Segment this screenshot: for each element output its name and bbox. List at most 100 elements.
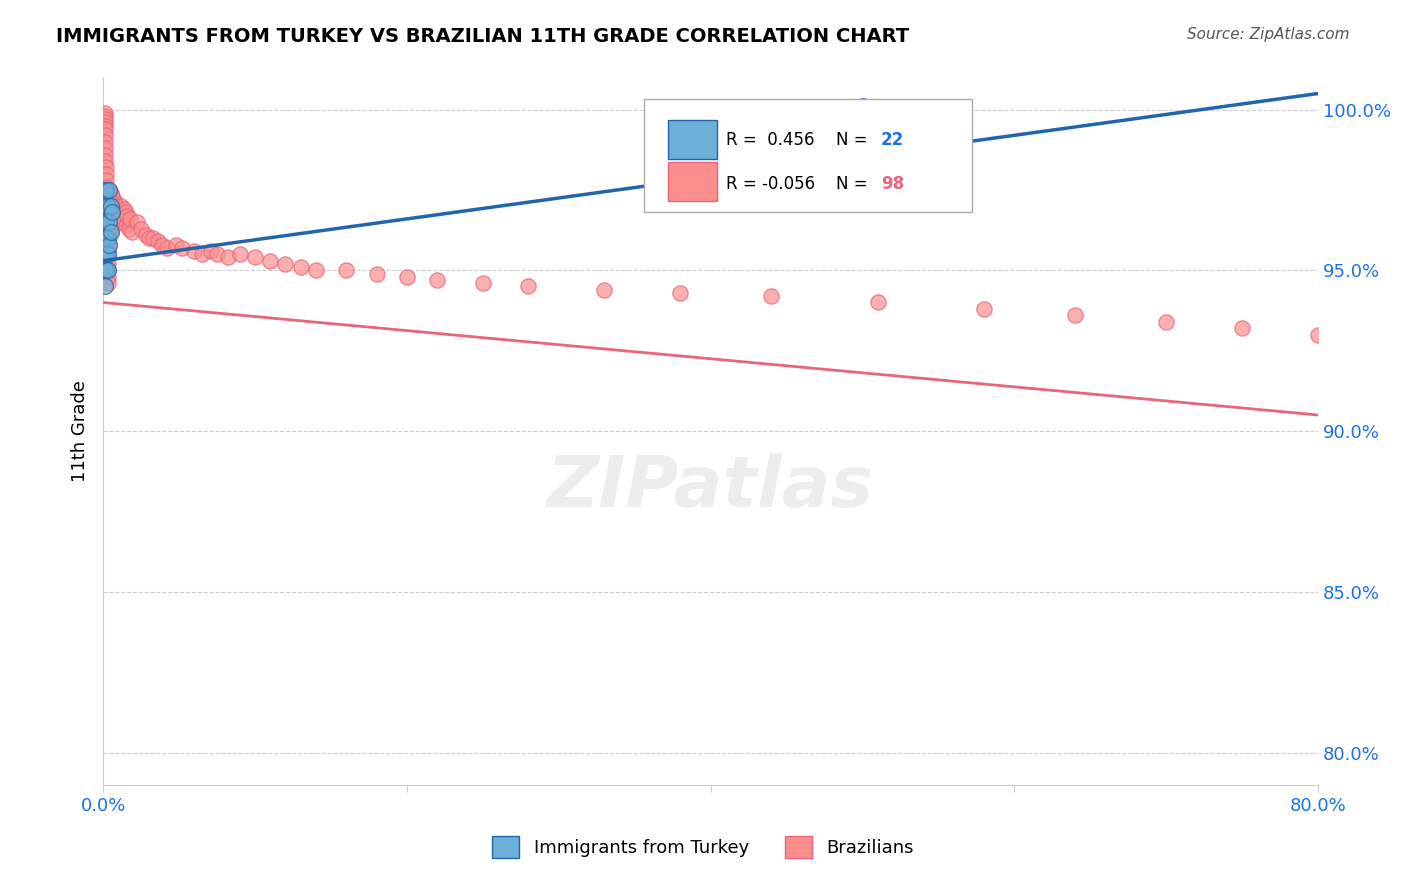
Point	[97, 237, 120, 252]
Point	[96, 173, 118, 187]
Point	[97, 225, 120, 239]
Point	[98, 215, 121, 229]
Point	[98, 225, 121, 239]
Point	[135, 227, 157, 242]
Point	[93, 231, 115, 245]
Point	[973, 301, 995, 316]
Point	[98, 237, 121, 252]
Point	[97, 269, 120, 284]
Point	[93, 147, 115, 161]
Point	[96, 199, 118, 213]
Point	[101, 205, 124, 219]
Point	[517, 279, 540, 293]
Point	[112, 202, 135, 217]
Legend: Immigrants from Turkey, Brazilians: Immigrants from Turkey, Brazilians	[485, 829, 921, 865]
Point	[183, 244, 205, 258]
Point	[593, 283, 616, 297]
Point	[96, 193, 118, 207]
Point	[103, 205, 125, 219]
Point	[669, 285, 692, 300]
Point	[761, 289, 783, 303]
Point	[100, 195, 122, 210]
Point	[96, 205, 118, 219]
Text: Source: ZipAtlas.com: Source: ZipAtlas.com	[1187, 27, 1350, 42]
Point	[117, 209, 139, 223]
Point	[426, 273, 449, 287]
Point	[97, 251, 120, 265]
Text: R = -0.056: R = -0.056	[727, 175, 815, 193]
Text: N =: N =	[835, 175, 873, 193]
Point	[112, 215, 135, 229]
Point	[98, 215, 121, 229]
Point	[96, 263, 118, 277]
Point	[96, 247, 118, 261]
Point	[93, 105, 115, 120]
Point	[100, 225, 122, 239]
Point	[93, 121, 115, 136]
Point	[93, 247, 115, 261]
Point	[125, 215, 148, 229]
Point	[104, 209, 127, 223]
Point	[97, 276, 120, 290]
Point	[97, 199, 120, 213]
Point	[100, 199, 122, 213]
Point	[120, 211, 142, 226]
Point	[93, 112, 115, 127]
Point	[851, 99, 873, 113]
Point	[1064, 309, 1087, 323]
Point	[150, 237, 173, 252]
Point	[146, 235, 169, 249]
Point	[93, 154, 115, 169]
Point	[96, 186, 118, 201]
Point	[96, 211, 118, 226]
Point	[107, 215, 129, 229]
Point	[103, 193, 125, 207]
Point	[101, 209, 124, 223]
Point	[165, 237, 187, 252]
Point	[115, 205, 138, 219]
Point	[97, 247, 120, 261]
Point	[191, 247, 214, 261]
Point	[93, 279, 115, 293]
Point	[93, 141, 115, 155]
Point	[142, 231, 165, 245]
Point	[96, 183, 118, 197]
Point	[243, 251, 266, 265]
Point	[110, 211, 132, 226]
Point	[98, 183, 121, 197]
Point	[105, 199, 128, 213]
Point	[101, 199, 124, 213]
FancyBboxPatch shape	[668, 162, 717, 202]
Point	[97, 263, 120, 277]
Text: 98: 98	[880, 175, 904, 193]
Point	[97, 244, 120, 258]
Text: R =  0.456: R = 0.456	[727, 131, 815, 149]
Point	[115, 219, 138, 233]
Point	[98, 205, 121, 219]
Point	[217, 251, 239, 265]
Point	[156, 241, 179, 255]
Point	[129, 221, 152, 235]
Point	[107, 205, 129, 219]
Point	[100, 205, 122, 219]
Point	[1308, 327, 1330, 342]
Point	[97, 231, 120, 245]
Point	[259, 253, 281, 268]
Point	[97, 231, 120, 245]
Point	[96, 215, 118, 229]
Point	[205, 247, 228, 261]
Point	[93, 128, 115, 143]
Point	[104, 195, 127, 210]
Point	[98, 193, 121, 207]
Point	[96, 167, 118, 181]
Point	[110, 199, 132, 213]
Point	[100, 186, 122, 201]
Point	[98, 237, 121, 252]
Point	[101, 189, 124, 203]
Point	[100, 215, 122, 229]
Point	[305, 263, 328, 277]
Point	[172, 241, 194, 255]
Point	[229, 247, 252, 261]
Point	[97, 219, 120, 233]
Point	[1230, 321, 1253, 335]
